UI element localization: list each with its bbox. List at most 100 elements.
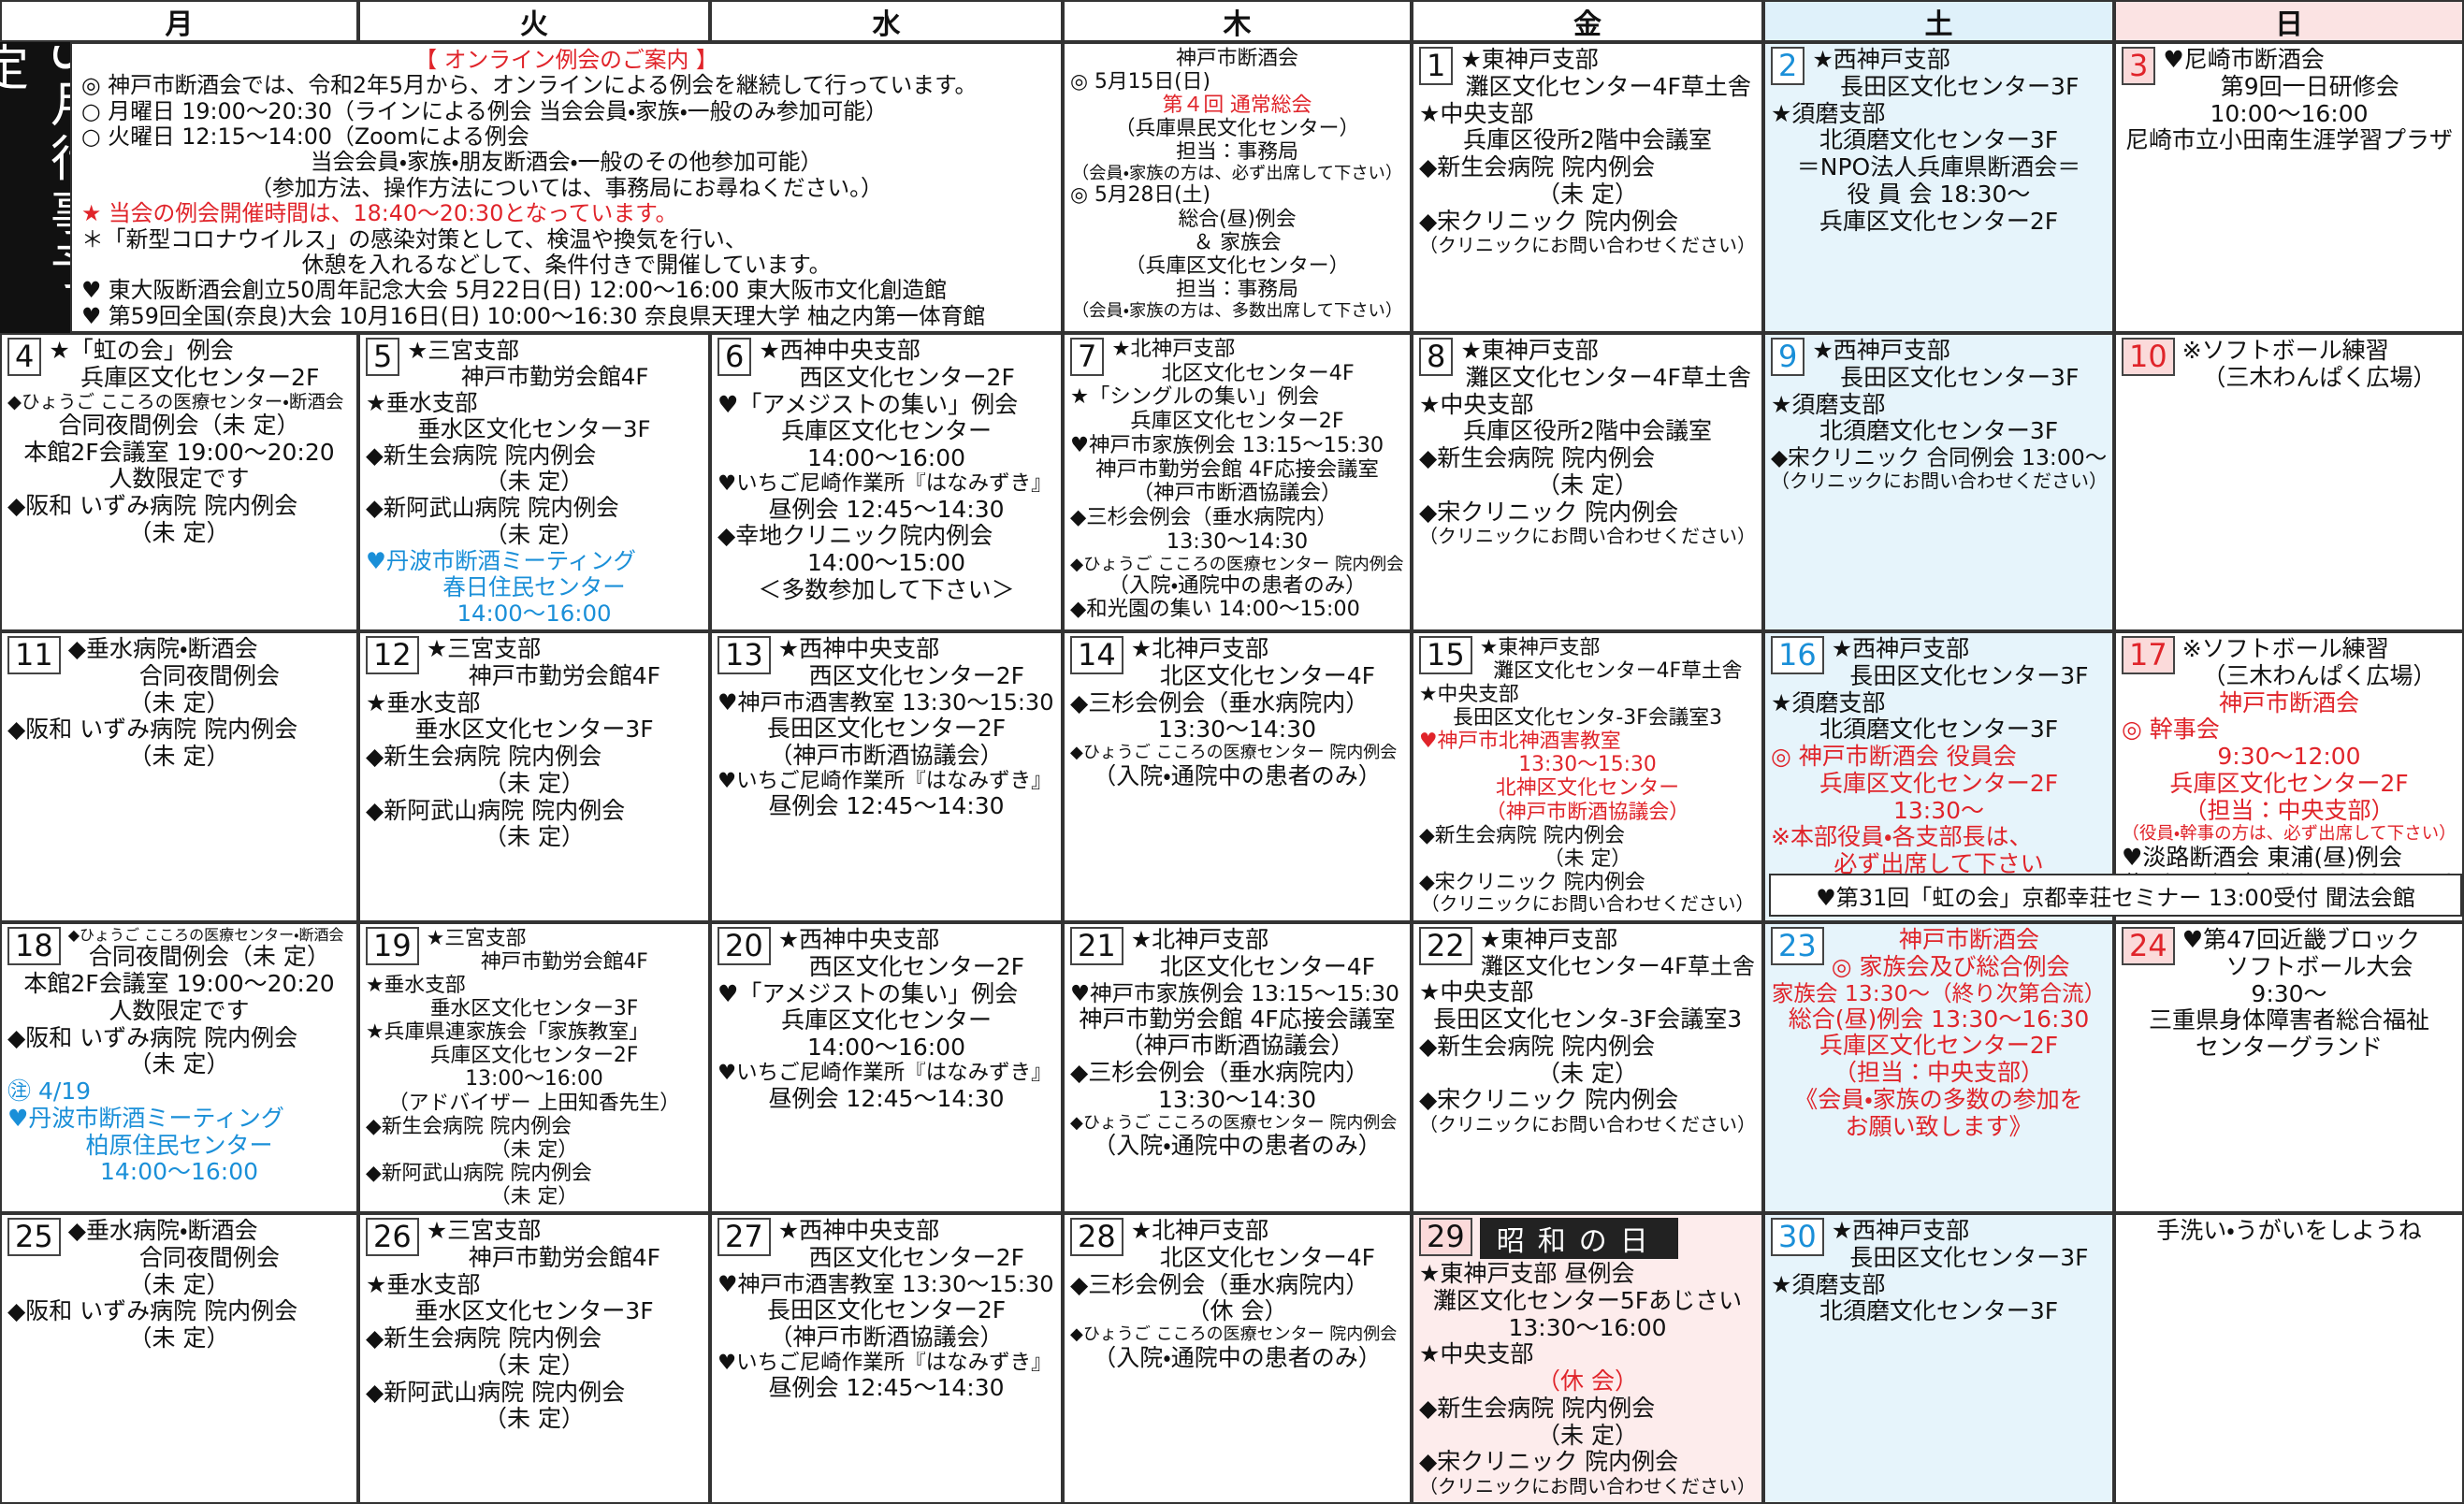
event-line: （担当：中央支部） <box>1833 1060 2044 1087</box>
event-line: 兵庫区文化センター2F <box>1819 1033 2059 1060</box>
day-cell: 神戸市断酒会 ◎ 5月15日(日) 第４回 通常総会 （兵庫県民文化センター） 担当：事… <box>1063 42 1412 333</box>
event-line: 手洗い・うがいをしようね <box>2156 1218 2422 1244</box>
event-line: （クリニックにお問い合わせください） <box>1419 1476 1756 1497</box>
day-number: 9 <box>1771 338 1805 376</box>
day-cell: 5 ★三宮支部 神戸市勤労会館4F ★垂水支部 垂水区文化センター3F ◆新生会病院 院内… <box>358 333 710 631</box>
event-line: ★中央支部 <box>1419 391 1534 418</box>
day-cell: 18 ◆ひょうご こころの医療センター・断酒会 合同夜間例会（未 定） 本館2F会議室… <box>0 922 358 1213</box>
event-line: 北須磨文化センター3F <box>1819 418 2059 445</box>
event-line: ♥神戸市家族例会 13:15〜15:30 <box>1070 433 1384 457</box>
event-line: ◆ひょうご こころの医療センター 院内例会 <box>1070 554 1404 574</box>
event-line: 三重県身体障害者総合福祉 <box>2148 1007 2429 1034</box>
weekday-header: 木 <box>1063 0 1412 42</box>
event-line: ★西神中央支部 <box>777 1218 940 1244</box>
event-line: ◆三杉会例会（垂水病院内） <box>1070 689 1370 716</box>
event-line: 垂水区文化センター3F <box>414 1298 654 1325</box>
event-line: ◆ひょうご こころの医療センター・断酒会 <box>67 927 344 944</box>
event-line: ◎ 神戸市断酒会 役員会 <box>1771 744 2017 770</box>
event-line: 兵庫区文化センター2F <box>2169 770 2409 797</box>
event-line: ◎ 5月28日(土) <box>1070 183 1210 208</box>
event-line: （未 定） <box>128 744 230 770</box>
event-line: （未 定） <box>128 689 230 716</box>
event-line: （三木わんぱく広場） <box>2202 364 2437 391</box>
event-line: ◆新生会病院 院内例会 <box>366 442 597 470</box>
event-line: 神戸市勤労会館4F <box>480 950 648 975</box>
event-line: ※本部役員・各支部長は、 <box>1771 824 2033 851</box>
event-line: ㊟ 4/19 <box>7 1078 92 1106</box>
event-line: ○ 月曜日 19:00〜20:30（ラインによる例会 当会会員・家族・一般のみ参… <box>81 98 888 124</box>
event-line: ◆新阿武山病院 院内例会 <box>366 1379 626 1406</box>
weekday-header: 日 <box>2114 0 2464 42</box>
event-line: ◆新阿武山病院 院内例会 <box>366 797 626 824</box>
event-line: 昼例会 12:45〜14:30 <box>768 1085 1005 1112</box>
event-line: ◆新阿武山病院 院内例会 <box>366 495 619 522</box>
day-cell: 21 ★北神戸支部 北区文化センター4F ♥神戸市家族例会 13:15〜15:30 神戸… <box>1063 922 1412 1213</box>
event-line: （未 定） <box>484 1406 585 1433</box>
day-cell: 19 ★三宮支部 神戸市勤労会館4F ★垂水支部 垂水区文化センター3F ★兵庫県連家族会… <box>358 922 710 1213</box>
event-line: ★ 当会の例会開催時間は、18:40〜20:30となっています。 <box>81 201 678 227</box>
event-line: ◆宋クリニック 合同例会 13:00〜 <box>1771 445 2107 470</box>
day-number: 10 <box>2122 338 2175 376</box>
day-number: 27 <box>717 1218 771 1256</box>
event-line: 神戸市断酒会 <box>2218 689 2359 716</box>
event-line: ★中央支部 <box>1419 979 1534 1006</box>
event-line: ◆三杉会例会（垂水病院内） <box>1070 1060 1370 1087</box>
day-number: 17 <box>2122 636 2175 674</box>
event-line: ○ 火曜日 12:15〜14:00（Zoomによる例会 <box>81 124 529 151</box>
event-line: ◆阪和 いずみ病院 院内例会 <box>7 493 298 520</box>
event-line: （未 定） <box>1537 1422 1638 1449</box>
event-line: 西区文化センター2F <box>808 1244 1024 1271</box>
event-line: 昼例会 12:45〜14:30 <box>768 1375 1005 1402</box>
event-line: （神戸市断酒協議会） <box>1132 482 1342 506</box>
event-line: ◆新生会病院 院内例会 <box>1419 823 1625 847</box>
event-line: ♥第47回近畿ブロック <box>2181 927 2420 953</box>
event-line: ★西神戸支部 <box>1812 338 1950 364</box>
event-line: 北区文化センター4F <box>1159 1244 1375 1271</box>
day-number: 1 <box>1419 47 1454 85</box>
event-line: 総合(昼)例会 13:30〜16:30 <box>1788 1005 2090 1033</box>
event-line: ★北神戸支部 <box>1130 636 1269 662</box>
event-line: （入院・通院中の患者のみ） <box>1093 1344 1382 1371</box>
event-line: 合同夜間例会（未 定） <box>58 412 300 439</box>
event-line: ◎ 家族会及び総合例会 <box>1831 953 2070 980</box>
event-line: ♥ 第59回全国(奈良)大会 10月16日(日) 10:00〜16:30 奈良県… <box>81 303 986 329</box>
event-line: 兵庫区文化センター2F <box>1819 208 2059 235</box>
day-cell: 15 ★東神戸支部 灘区文化センター4F草土舎 ★中央支部 長田区文化センタ-3F会議室… <box>1412 631 1763 922</box>
event-line: ◆阪和 いずみ病院 院内例会 <box>7 1298 298 1325</box>
event-line: （クリニックにお問い合わせください） <box>1419 1114 1756 1136</box>
event-line: （神戸市断酒協議会） <box>769 1323 1004 1351</box>
event-line: 神戸市勤労会館 4F応接会議室 <box>1095 457 1379 482</box>
event-line: ★北神戸支部 <box>1130 1218 1269 1244</box>
event-line: ♥丹波市断酒ミーティング <box>7 1105 284 1132</box>
event-line: ◆新生会病院 院内例会 <box>366 1325 602 1352</box>
event-line: 合同夜間例会 <box>138 662 280 689</box>
event-line: （入院・通院中の患者のみ） <box>1108 573 1367 598</box>
weekday-header: 水 <box>710 0 1063 42</box>
event-line: （入院・通院中の患者のみ） <box>1093 1133 1382 1160</box>
event-line: ♥いちご尼崎作業所『はなみずき』 <box>717 471 1052 496</box>
event-line: ★須磨支部 <box>1771 100 1886 127</box>
event-line: 北区文化センター4F <box>1159 953 1375 980</box>
event-line: ♥丹波市断酒ミーティング <box>366 547 636 574</box>
event-line: （未 定） <box>484 824 585 851</box>
event-line: ◆和光園の集い 14:00〜15:00 <box>1070 598 1360 622</box>
event-line: 灘区文化センター5Fあじさい <box>1432 1287 1743 1314</box>
event-line: ★西神戸支部 <box>1831 636 1970 662</box>
day-cell: 2 ★西神戸支部 長田区文化センター3F ★須磨支部 北須磨文化センター3F ＝NPO法人… <box>1763 42 2114 333</box>
event-line: 14:00〜16:00 <box>806 445 966 471</box>
event-line: ♥いちご尼崎作業所『はなみずき』 <box>717 769 1052 793</box>
event-line: 兵庫区役所2階中会議室 <box>1463 127 1712 154</box>
day-cell: 24 ♥第47回近畿ブロック ソフトボール大会 9:30〜 三重県身体障害者総合福祉 セン… <box>2114 922 2464 1213</box>
event-line: 14:00〜16:00 <box>806 1034 966 1061</box>
event-line: 長田区文化センター3F <box>1840 364 2080 391</box>
event-line: ★西神中央支部 <box>759 338 920 364</box>
weekday-header: 火 <box>358 0 710 42</box>
event-line: ＊「新型コロナウイルス」の感染対策として、検温や換気を行い、 <box>81 226 747 253</box>
day-cell: 23 神戸市断酒会 ◎ 家族会及び総合例会 家族会 13:30〜（終り次第合流） 総合(… <box>1763 922 2114 1213</box>
event-line: 人数限定です <box>109 466 250 493</box>
event-line: ★垂水支部 <box>366 689 481 716</box>
day-number: 20 <box>717 927 771 965</box>
event-line: 灘区文化センター4F草土舎 <box>1465 364 1751 391</box>
event-line: 北須磨文化センター3F <box>1819 1298 2059 1325</box>
